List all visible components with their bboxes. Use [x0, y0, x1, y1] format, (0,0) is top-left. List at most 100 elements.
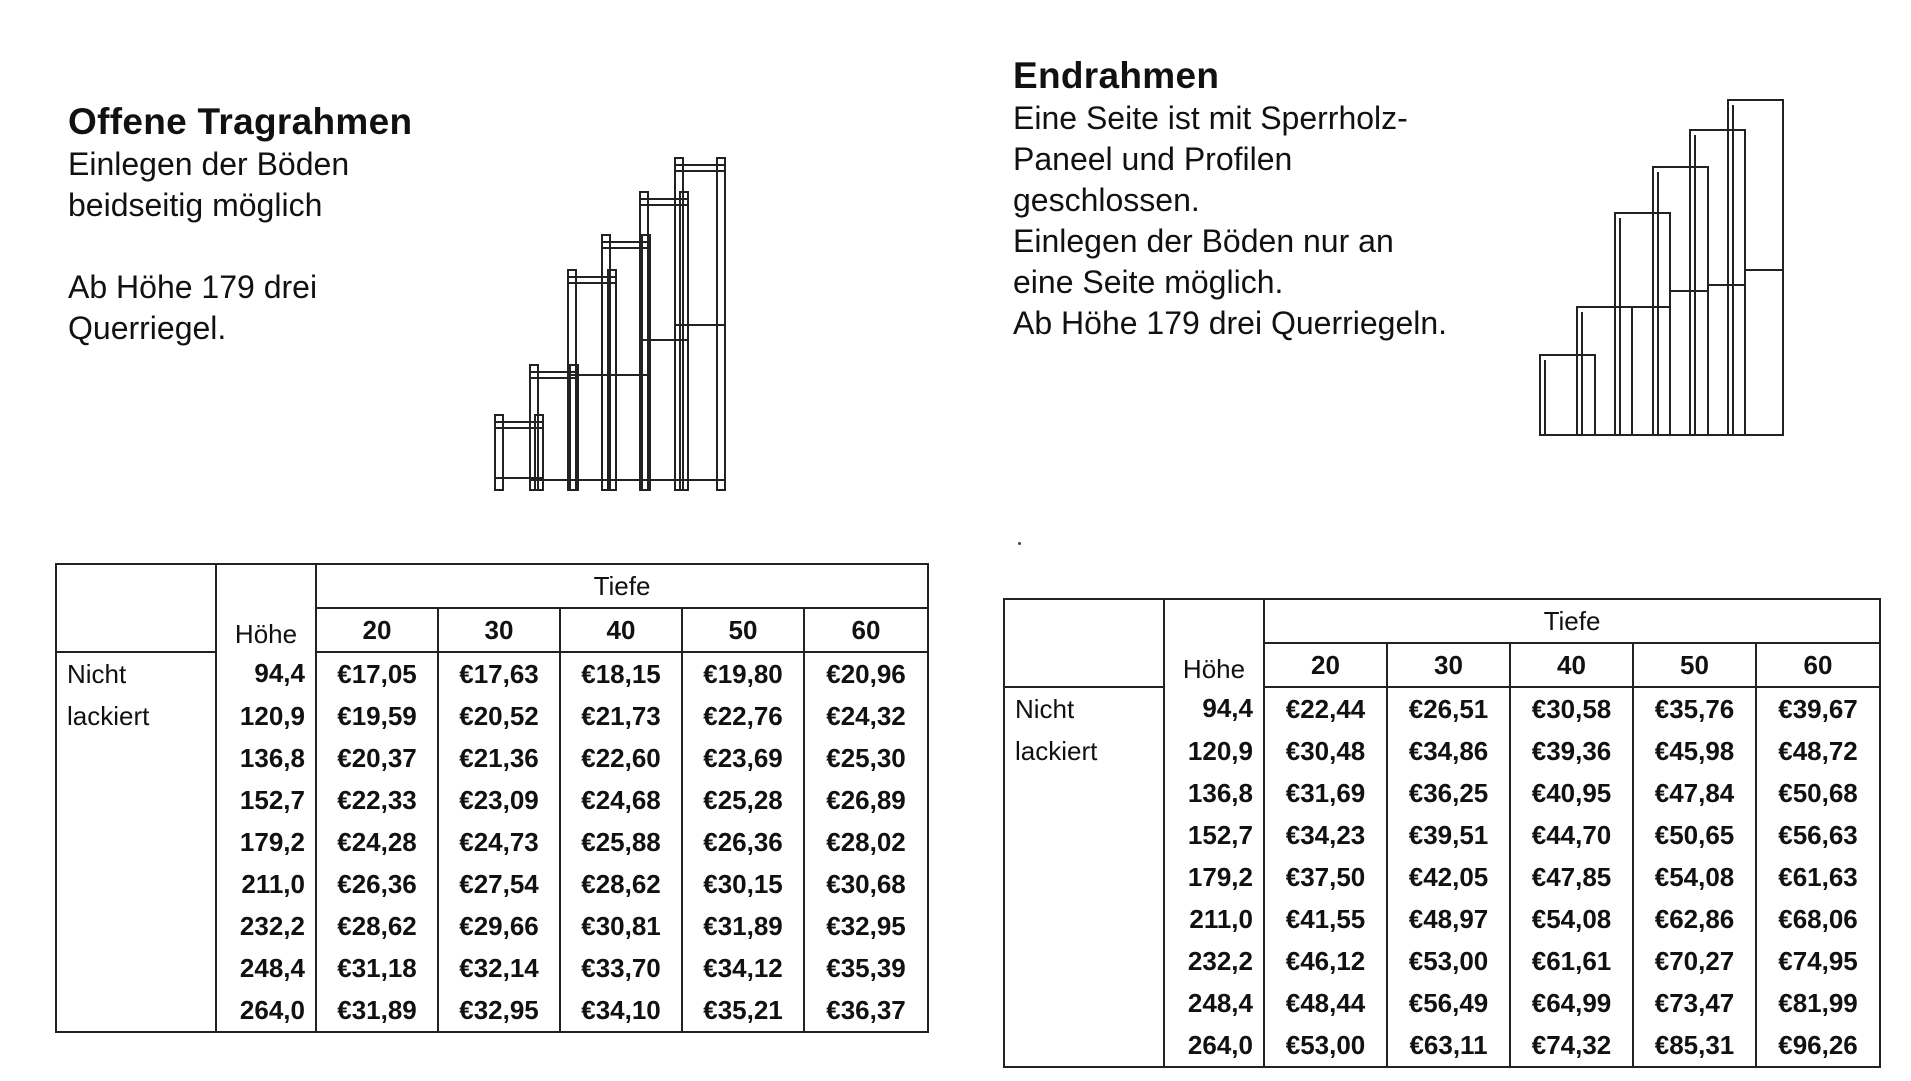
table-row: Nicht 94,4 €22,44 €26,51 €30,58 €35,76 €39,67 — [1003, 687, 1882, 730]
depth-col-30: 30 — [1386, 642, 1511, 688]
price-cell: €42,05 — [1386, 856, 1511, 898]
price-cell: €37,50 — [1263, 856, 1388, 898]
price-cell: €74,32 — [1509, 1024, 1634, 1068]
depth-header: Tiefe — [1262, 598, 1882, 644]
price-cell: €39,67 — [1754, 687, 1882, 730]
row-label — [1003, 814, 1165, 856]
row-label — [55, 947, 217, 989]
price-cell: €36,37 — [802, 989, 930, 1033]
table-row: 152,7 €34,23 €39,51 €44,70 €50,65 €56,63 — [1003, 814, 1882, 856]
price-cell: €21,36 — [437, 737, 561, 779]
price-cell: €26,51 — [1386, 687, 1511, 730]
price-cell: €31,18 — [315, 947, 439, 989]
price-cell: €34,23 — [1263, 814, 1388, 856]
price-cell: €22,60 — [559, 737, 683, 779]
price-cell: €33,70 — [559, 947, 683, 989]
open-frame-title: Offene Tragrahmen — [68, 101, 413, 142]
row-label — [55, 821, 217, 863]
end-frame-description: Eine Seite ist mit Sperrholz- Paneel und… — [1013, 100, 1448, 341]
price-cell: €96,26 — [1754, 1024, 1882, 1068]
price-cell: €35,21 — [681, 989, 805, 1033]
table-row: 136,8 €20,37 €21,36 €22,60 €23,69 €25,30 — [55, 737, 930, 779]
row-label — [1003, 772, 1165, 814]
price-cell: €25,30 — [802, 737, 930, 779]
price-cell: €28,62 — [315, 905, 439, 947]
price-cell: €31,69 — [1263, 772, 1388, 814]
price-cell: €31,89 — [315, 989, 439, 1033]
row-label: Nicht — [1003, 687, 1165, 730]
price-cell: €21,73 — [559, 695, 683, 737]
height-value: 120,9 — [215, 695, 317, 737]
price-cell: €26,36 — [315, 863, 439, 905]
table-row: 232,2 €28,62 €29,66 €30,81 €31,89 €32,95 — [55, 905, 930, 947]
price-cell: €39,36 — [1509, 730, 1634, 772]
table-row: 264,0 €53,00 €63,11 €74,32 €85,31 €96,26 — [1003, 1024, 1882, 1068]
price-cell: €68,06 — [1754, 898, 1882, 940]
height-value: 264,0 — [1163, 1024, 1265, 1068]
table-row: 179,2 €24,28 €24,73 €25,88 €26,36 €28,02 — [55, 821, 930, 863]
height-value: 152,7 — [1163, 814, 1265, 856]
depth-col-40: 40 — [559, 607, 683, 653]
price-cell: €48,97 — [1386, 898, 1511, 940]
table-row: 211,0 €26,36 €27,54 €28,62 €30,15 €30,68 — [55, 863, 930, 905]
table-row: 136,8 €31,69 €36,25 €40,95 €47,84 €50,68 — [1003, 772, 1882, 814]
price-cell: €26,36 — [681, 821, 805, 863]
open-frame-crossbar-note: Ab Höhe 179 drei Querriegel. — [68, 269, 318, 346]
price-cell: €62,86 — [1632, 898, 1757, 940]
price-cell: €39,51 — [1386, 814, 1511, 856]
price-cell: €30,58 — [1509, 687, 1634, 730]
price-cell: €47,85 — [1509, 856, 1634, 898]
height-value: 264,0 — [215, 989, 317, 1033]
price-cell: €30,15 — [681, 863, 805, 905]
table-row: 264,0 €31,89 €32,95 €34,10 €35,21 €36,37 — [55, 989, 930, 1033]
height-value: 136,8 — [1163, 772, 1265, 814]
depth-col-30: 30 — [437, 607, 561, 653]
price-cell: €85,31 — [1632, 1024, 1757, 1068]
row-label — [1003, 982, 1165, 1024]
price-cell: €53,00 — [1386, 940, 1511, 982]
row-label — [1003, 1024, 1165, 1068]
price-cell: €27,54 — [437, 863, 561, 905]
price-cell: €47,84 — [1632, 772, 1757, 814]
price-cell: €23,69 — [681, 737, 805, 779]
height-value: 94,4 — [1163, 687, 1265, 730]
row-label — [55, 737, 217, 779]
height-value: 120,9 — [1163, 730, 1265, 772]
height-header: Höhe — [215, 563, 317, 652]
height-value: 136,8 — [215, 737, 317, 779]
row-label — [1003, 898, 1165, 940]
row-label: lackiert — [1003, 730, 1165, 772]
price-cell: €50,65 — [1632, 814, 1757, 856]
table-row: lackiert 120,9 €19,59 €20,52 €21,73 €22,76 €24… — [55, 695, 930, 737]
price-cell: €34,10 — [559, 989, 683, 1033]
price-cell: €28,02 — [802, 821, 930, 863]
price-cell: €54,08 — [1632, 856, 1757, 898]
price-cell: €26,89 — [802, 779, 930, 821]
depth-col-50: 50 — [681, 607, 805, 653]
price-cell: €28,62 — [559, 863, 683, 905]
price-cell: €24,32 — [802, 695, 930, 737]
price-cell: €17,05 — [315, 652, 439, 695]
table-row: 152,7 €22,33 €23,09 €24,68 €25,28 €26,89 — [55, 779, 930, 821]
row-label — [55, 863, 217, 905]
height-value: 179,2 — [215, 821, 317, 863]
price-cell: €20,96 — [802, 652, 930, 695]
table-corner-cell — [1003, 598, 1165, 688]
price-cell: €25,28 — [681, 779, 805, 821]
price-cell: €34,12 — [681, 947, 805, 989]
table-row: 232,2 €46,12 €53,00 €61,61 €70,27 €74,95 — [1003, 940, 1882, 982]
price-cell: €74,95 — [1754, 940, 1882, 982]
price-cell: €73,47 — [1632, 982, 1757, 1024]
table-row: Nicht 94,4 €17,05 €17,63 €18,15 €19,80 €20,96 — [55, 652, 930, 695]
table-row: 211,0 €41,55 €48,97 €54,08 €62,86 €68,06 — [1003, 898, 1882, 940]
height-value: 211,0 — [215, 863, 317, 905]
row-label: Nicht — [55, 652, 217, 695]
price-cell: €32,14 — [437, 947, 561, 989]
row-label: lackiert — [55, 695, 217, 737]
depth-col-60: 60 — [1754, 642, 1882, 688]
table-row: 248,4 €31,18 €32,14 €33,70 €34,12 €35,39 — [55, 947, 930, 989]
price-cell: €48,44 — [1263, 982, 1388, 1024]
price-cell: €36,25 — [1386, 772, 1511, 814]
price-cell: €22,44 — [1263, 687, 1388, 730]
price-cell: €50,68 — [1754, 772, 1882, 814]
